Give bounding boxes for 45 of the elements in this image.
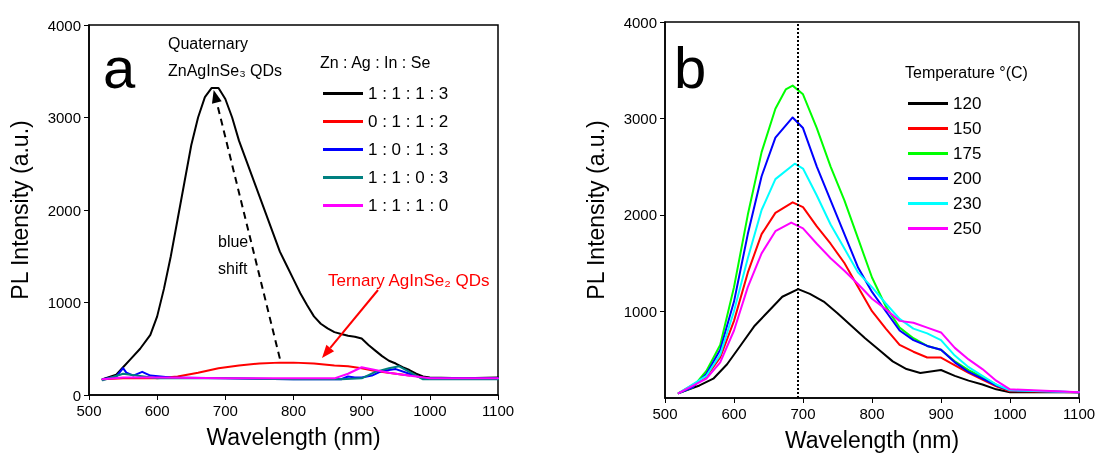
- legend-label: 1 : 1 : 1 : 0: [368, 196, 449, 215]
- legend-label: 250: [953, 219, 982, 238]
- legend-label: 200: [953, 169, 982, 188]
- legend-label: 175: [953, 144, 982, 163]
- annotation: b: [674, 34, 707, 100]
- x-tick-label: 500: [652, 405, 678, 422]
- x-tick-label: 700: [212, 402, 238, 419]
- x-tick-label: 1100: [1062, 405, 1096, 422]
- legend-label: 1 : 1 : 1 : 3: [368, 84, 449, 103]
- y-tick-label: 3000: [623, 109, 657, 127]
- x-tick-label: 600: [721, 405, 747, 422]
- y-axis-title: PL Intensity (a.u.): [582, 120, 609, 300]
- legend-title: Zn : Ag : In : Se: [320, 53, 431, 71]
- x-tick-label: 500: [76, 402, 102, 419]
- x-tick-label: 600: [144, 402, 170, 419]
- x-tick-label: 800: [280, 402, 307, 419]
- legend-label: 1 : 1 : 0 : 3: [368, 168, 449, 187]
- y-tick-label: 2000: [623, 206, 657, 224]
- legend-label: 230: [953, 194, 982, 213]
- x-tick-label: 900: [928, 405, 954, 422]
- y-tick-label: 1000: [47, 294, 81, 311]
- annotation: blue shift: [218, 233, 253, 278]
- legend-label: 0 : 1 : 1 : 2: [368, 112, 449, 131]
- x-tick-label: 1000: [413, 402, 447, 419]
- legend-label: 120: [953, 94, 982, 113]
- annotation: a: [103, 34, 136, 100]
- annotation: Quaternary ZnAgInSe₃ QDs: [168, 35, 283, 80]
- x-axis-title: Wavelength (nm): [206, 423, 381, 450]
- x-tick-label: 900: [349, 402, 375, 419]
- y-tick-label: 4000: [623, 13, 657, 31]
- x-axis-title: Wavelength (nm): [784, 426, 960, 453]
- y-tick-label: 3000: [47, 109, 81, 126]
- x-tick-label: 700: [790, 405, 816, 422]
- x-tick-label: 1100: [481, 402, 515, 419]
- y-tick-label: 2000: [47, 201, 81, 219]
- annotation: Ternary AgInSe₂ QDs: [328, 270, 490, 290]
- x-tick-label: 800: [859, 405, 885, 422]
- legend-label: 1 : 0 : 1 : 3: [368, 140, 449, 159]
- y-axis-title: PL Intensity (a.u.): [6, 120, 33, 300]
- legend-title: Temperature °(C): [905, 63, 1028, 81]
- y-tick-label: 1000: [623, 302, 657, 320]
- y-tick-label: 4000: [47, 16, 81, 34]
- legend-label: 150: [953, 119, 982, 138]
- x-tick-label: 1000: [993, 405, 1027, 422]
- y-tick-label: 0: [72, 386, 81, 404]
